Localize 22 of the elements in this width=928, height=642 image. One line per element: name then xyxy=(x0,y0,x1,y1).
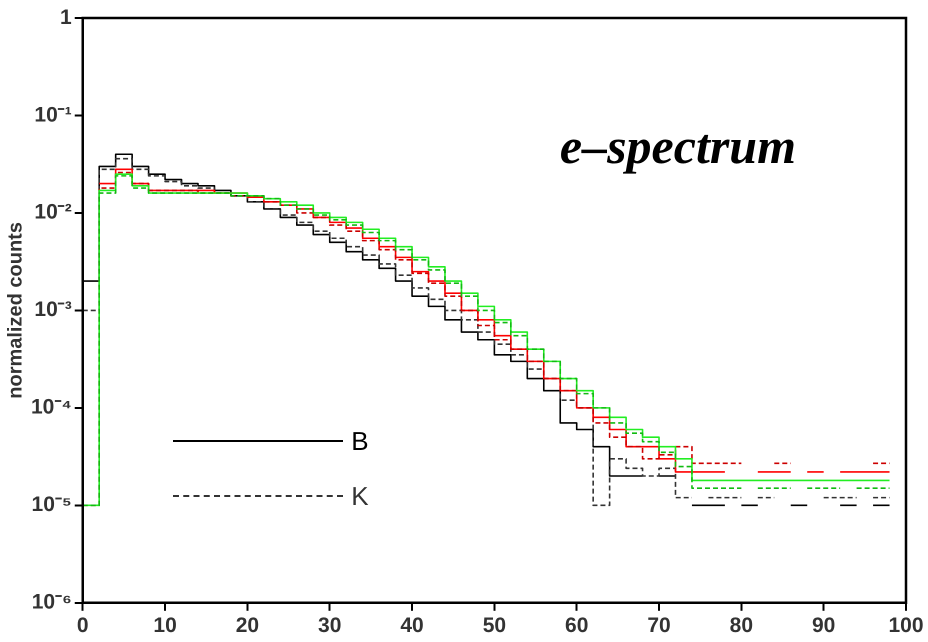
x-tick-label: 20 xyxy=(236,614,260,638)
text: B xyxy=(351,426,369,457)
y-tick-label: 10⁻¹ xyxy=(34,103,72,126)
x-tick-label: 70 xyxy=(647,614,671,638)
x-tick-label: 60 xyxy=(565,614,588,638)
y-tick-label: 1 xyxy=(60,6,72,29)
x-tick-label: 90 xyxy=(812,614,836,638)
x-tick-label: 0 xyxy=(76,614,89,638)
x-tick-label: 50 xyxy=(482,614,506,638)
y-tick-label: 10⁻⁴ xyxy=(30,396,72,419)
y-tick-label: 10⁻⁵ xyxy=(32,493,72,516)
text: e–spectrum xyxy=(560,118,796,174)
y-tick-label: 10⁻² xyxy=(34,200,72,224)
y-tick-label: 10⁻⁶ xyxy=(32,590,72,614)
x-tick-label: 80 xyxy=(730,614,754,638)
y-tick-label: 10⁻³ xyxy=(34,298,72,322)
x-tick-label: 30 xyxy=(318,614,342,638)
x-tick-label: 100 xyxy=(888,614,924,638)
y-axis-title: normalized counts xyxy=(4,222,27,399)
x-tick-label: 10 xyxy=(153,614,177,638)
x-tick-label: 40 xyxy=(400,614,424,638)
text: K xyxy=(351,480,369,512)
